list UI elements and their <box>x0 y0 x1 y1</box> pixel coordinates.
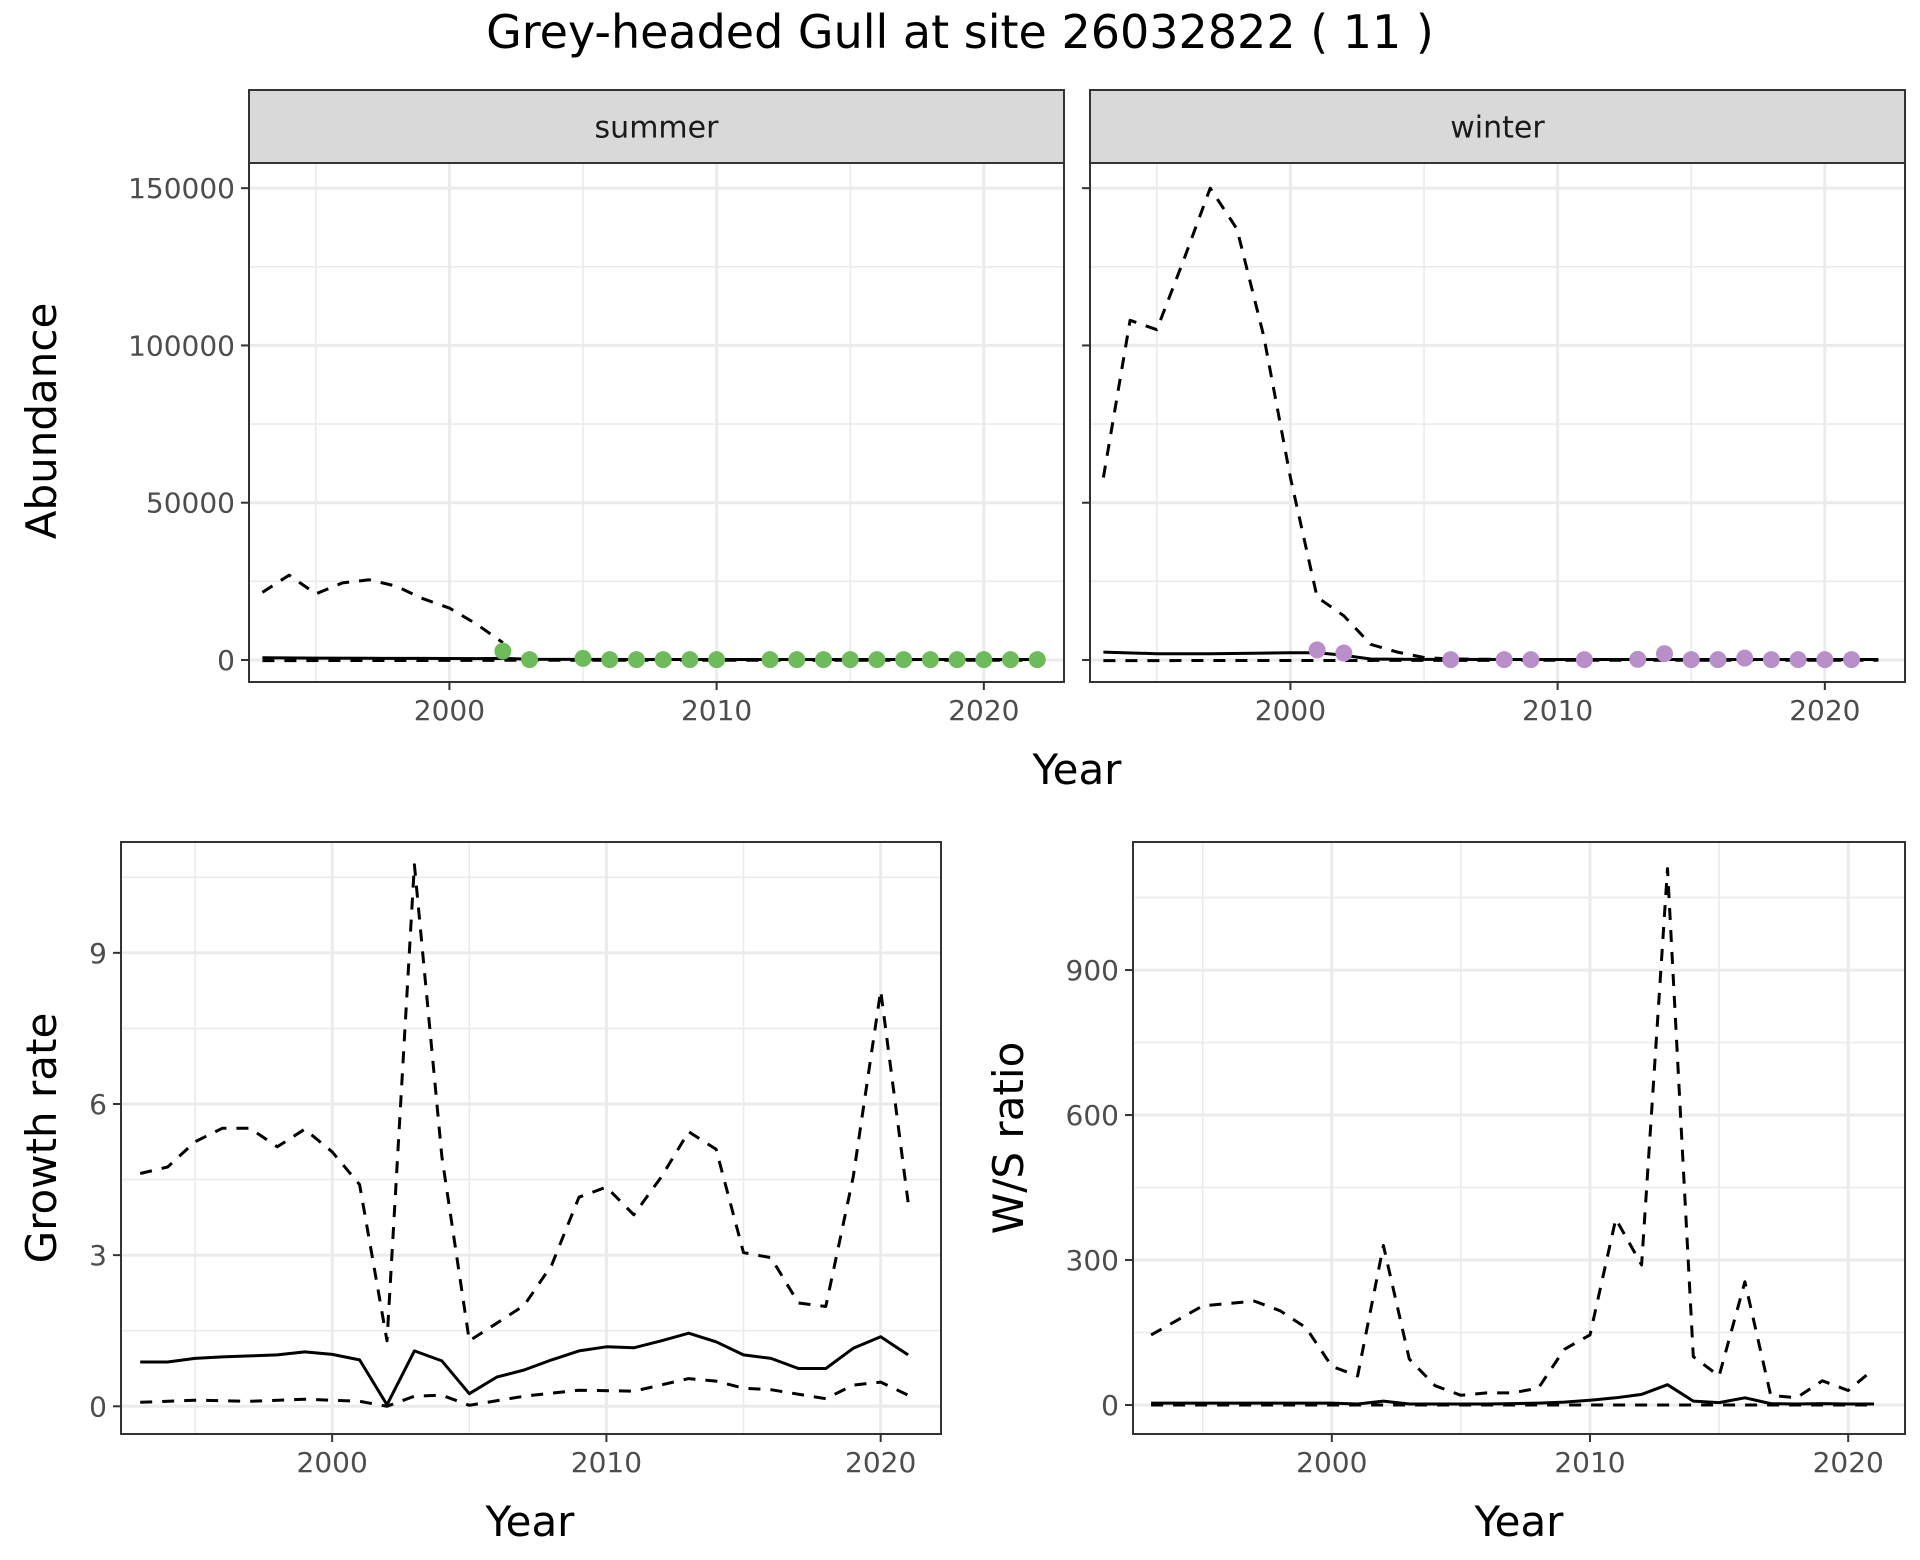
x-tick-label: 2020 <box>1789 694 1860 727</box>
data-point <box>868 651 886 669</box>
series-group <box>139 863 910 1408</box>
x-tick-label: 2010 <box>1554 1446 1625 1479</box>
x-tick-label: 2000 <box>297 1446 368 1479</box>
panel-border <box>248 162 1065 683</box>
dashed-series-line <box>1101 186 1879 661</box>
data-point <box>1522 651 1540 669</box>
x-tick-label: 2020 <box>1813 1446 1884 1479</box>
data-point <box>1762 651 1780 669</box>
data-point <box>1629 650 1647 668</box>
panel-border <box>120 841 942 1435</box>
x-tick-label: 2000 <box>1296 1446 1367 1479</box>
y-tick-label: 300 <box>1066 1244 1119 1277</box>
panel-border <box>1132 841 1906 1435</box>
y-tick-label: 150000 <box>128 172 235 205</box>
data-point <box>921 651 939 669</box>
x-axis-title: Year <box>1474 1497 1565 1546</box>
y-tick-label: 9 <box>89 937 107 970</box>
chart-title: Grey-headed Gull at site 26032822 ( 11 ) <box>486 5 1434 59</box>
data-point <box>708 651 726 669</box>
top-y-axis-title: Abundance <box>17 303 66 540</box>
data-point <box>1442 651 1460 669</box>
data-point <box>815 651 833 669</box>
data-point <box>1736 649 1754 667</box>
summer-panel: summer 2000 2010 2020 0 50000 100000 150000 <box>128 89 1065 727</box>
y-axis-title: Growth rate <box>17 1013 66 1264</box>
dashed-series-line <box>261 573 504 644</box>
dashed-series-line <box>140 1377 909 1408</box>
series-group <box>1150 867 1875 1407</box>
facet-strip-label: summer <box>595 111 720 146</box>
data-point <box>574 649 592 667</box>
y-tick-label: 100000 <box>128 329 235 362</box>
y-tick-label: 6 <box>89 1088 107 1121</box>
data-point <box>1816 651 1834 669</box>
y-tick-label: 50000 <box>146 487 235 520</box>
x-tick-label: 2010 <box>571 1446 642 1479</box>
y-tick-label: 3 <box>89 1239 107 1272</box>
facet-strip <box>1089 89 1906 164</box>
data-point <box>975 651 993 669</box>
data-point <box>948 651 966 669</box>
x-axis-title: Year <box>485 1497 576 1546</box>
series-group <box>261 573 1046 669</box>
y-tick-label: 0 <box>217 644 235 677</box>
y-tick-label: 0 <box>89 1390 107 1423</box>
data-point <box>1575 651 1593 669</box>
data-point <box>1335 644 1353 662</box>
data-point <box>1002 651 1020 669</box>
x-tick-label: 2000 <box>414 694 485 727</box>
panel-border <box>1089 162 1906 683</box>
x-tick-label: 2020 <box>845 1446 916 1479</box>
data-point <box>1656 645 1674 663</box>
data-point <box>1028 651 1046 669</box>
x-tick-label: 2000 <box>1255 694 1326 727</box>
data-point <box>654 651 672 669</box>
data-point <box>1789 651 1807 669</box>
data-point <box>788 651 806 669</box>
data-point <box>601 651 619 669</box>
facet-strip <box>248 89 1065 164</box>
data-point <box>1843 651 1861 669</box>
dashed-series-line <box>1150 867 1875 1400</box>
growth-rate-panel: 2000 2010 2020 0 3 6 9 Year Growth rate <box>17 841 942 1546</box>
y-tick-label: 900 <box>1066 954 1119 987</box>
series-group <box>1101 186 1879 669</box>
data-point <box>761 651 779 669</box>
y-tick-label: 0 <box>1101 1389 1119 1422</box>
dashed-series-line <box>139 863 910 1343</box>
winter-panel: winter 2000 2010 2020 <box>1082 89 1906 727</box>
x-tick-label: 2020 <box>948 694 1019 727</box>
solid-series-line <box>1151 1383 1874 1406</box>
solid-series-line <box>140 1331 909 1407</box>
top-x-axis-title: Year <box>1032 745 1123 794</box>
x-tick-label: 2010 <box>681 694 752 727</box>
data-point <box>1709 651 1727 669</box>
solid-series-line <box>1103 650 1879 661</box>
data-point <box>627 651 645 669</box>
data-point <box>1308 641 1326 659</box>
data-point <box>1495 651 1513 669</box>
data-point <box>841 651 859 669</box>
data-point <box>494 642 512 660</box>
x-tick-label: 2010 <box>1522 694 1593 727</box>
data-point <box>1682 651 1700 669</box>
y-axis-title: W/S ratio <box>984 1042 1033 1235</box>
y-tick-label: 600 <box>1066 1099 1119 1132</box>
facet-strip-label: winter <box>1450 111 1545 146</box>
ws-ratio-panel: 2000 2010 2020 0 300 600 900 Year W/S ratio <box>984 841 1906 1546</box>
data-point <box>895 651 913 669</box>
data-point <box>521 651 539 669</box>
data-point <box>681 651 699 669</box>
